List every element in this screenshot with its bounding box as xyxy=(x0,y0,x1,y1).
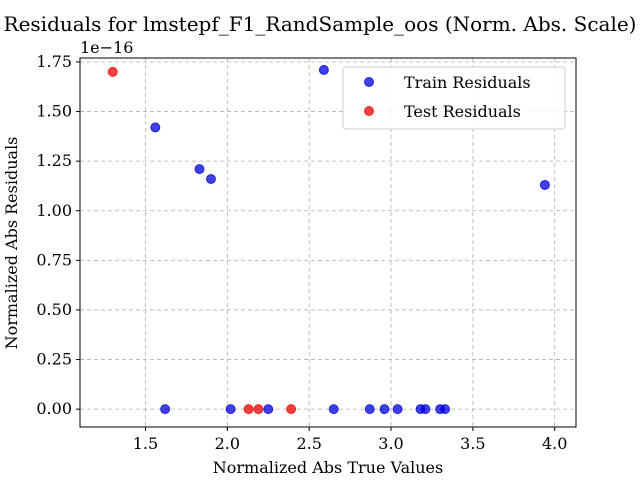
chart-title: Residuals for lmstepf_F1_RandSample_oos … xyxy=(4,12,637,36)
y-tick-label: 1.00 xyxy=(36,201,72,220)
train-residual-point xyxy=(364,404,375,415)
test-residual-point xyxy=(243,404,254,415)
train-residual-point xyxy=(539,179,550,190)
train-residual-point xyxy=(263,404,274,415)
train-residual-point xyxy=(194,164,205,175)
test-residual-point xyxy=(253,404,264,415)
x-tick-label: 4.0 xyxy=(542,434,567,453)
plot-area-frame xyxy=(79,57,577,428)
data-points xyxy=(107,64,550,415)
legend-box xyxy=(342,66,566,130)
train-residual-point xyxy=(160,404,171,415)
x-tick-label: 2.0 xyxy=(215,434,240,453)
test-residual-point xyxy=(107,66,118,77)
train-residual-point xyxy=(379,404,390,415)
legend-label-test: Test Residuals xyxy=(404,102,521,121)
legend-label-train: Train Residuals xyxy=(404,73,531,92)
train-residual-point xyxy=(440,404,451,415)
y-tick-label: 1.50 xyxy=(36,102,72,121)
y-tick-label: 0.50 xyxy=(36,300,72,319)
x-tick-label: 3.0 xyxy=(378,434,403,453)
train-residual-point xyxy=(318,64,329,75)
y-tick-label: 0.25 xyxy=(36,350,72,369)
train-residual-point xyxy=(392,404,403,415)
train-residual-point xyxy=(328,404,339,415)
train-residual-point xyxy=(150,122,161,133)
x-tick-label: 1.5 xyxy=(133,434,158,453)
grid-lines xyxy=(80,58,576,427)
y-axis-offset-label: 1e−16 xyxy=(80,38,133,57)
x-axis-label: Normalized Abs True Values xyxy=(213,458,443,477)
x-tick-label: 2.5 xyxy=(296,434,321,453)
y-axis-label: Normalized Abs Residuals xyxy=(2,137,21,350)
y-tick-label: 1.25 xyxy=(36,151,72,170)
legend-marker-train xyxy=(364,77,374,87)
legend: Train Residuals Test Residuals xyxy=(342,66,566,130)
axis-ticks: 1.5 2.0 2.5 3.0 3.5 4.0 0.00 0.25 0.50 0.75 1.00 1.… xyxy=(36,52,567,453)
y-tick-label: 0.00 xyxy=(36,399,72,418)
x-tick-label: 3.5 xyxy=(460,434,485,453)
y-tick-label: 1.75 xyxy=(36,52,72,71)
train-residual-point xyxy=(420,404,431,415)
test-residual-point xyxy=(286,404,297,415)
y-tick-label: 0.75 xyxy=(36,250,72,269)
train-residual-point xyxy=(205,174,216,185)
train-residual-point xyxy=(225,404,236,415)
legend-marker-test xyxy=(364,106,374,116)
